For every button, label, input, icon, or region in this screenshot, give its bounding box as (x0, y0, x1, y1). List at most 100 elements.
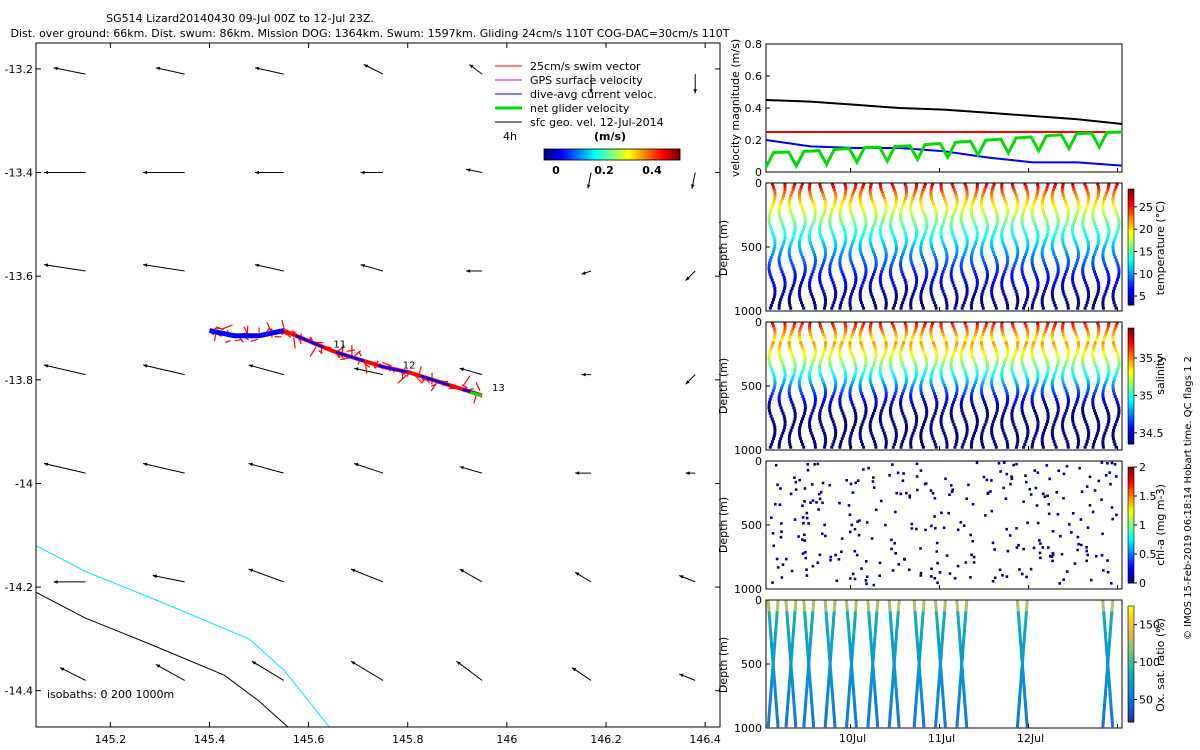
temperature-sample (1004, 267, 1008, 271)
salinity-sample (942, 383, 946, 387)
salinity-sample (863, 414, 867, 418)
salinity-sample (1010, 417, 1014, 421)
swim-vector (266, 322, 272, 332)
salinity-sample (1041, 434, 1045, 438)
temperature-sample (996, 216, 1000, 220)
salinity-sample (1094, 338, 1098, 342)
temperature-sample (1033, 247, 1037, 251)
oxygen-sample (811, 604, 815, 608)
salinity-sample (1052, 344, 1056, 348)
salinity-sample (949, 361, 953, 365)
temperature-sample (1030, 208, 1034, 212)
chl-colorbar-cell (1128, 546, 1134, 550)
salinity-sample (878, 321, 882, 325)
temperature-sample (992, 301, 996, 305)
oxygen-sample (770, 680, 774, 684)
oxygen-sample (823, 721, 827, 725)
chl-sample (776, 483, 779, 487)
salinity-sample (791, 355, 795, 359)
temperature-sample (789, 306, 793, 310)
salinity-sample (959, 355, 963, 359)
temperature-sample (949, 275, 953, 279)
temperature-sample (1040, 202, 1044, 206)
temperature-sample (884, 210, 888, 214)
temperature-sample (931, 278, 935, 282)
salinity-sample (909, 392, 913, 396)
salinity-sample (1106, 327, 1110, 331)
temperature-sample (975, 239, 978, 243)
oxygen-sample (893, 678, 897, 682)
temperature-sample (889, 219, 893, 223)
salinity-sample (850, 352, 854, 356)
salinity-sample (920, 330, 924, 334)
salinity-sample (1042, 333, 1046, 336)
temperature-sample (828, 216, 832, 220)
temperature-sample (1040, 253, 1044, 257)
salinity-sample (783, 420, 787, 424)
temperature-sample (768, 210, 772, 214)
salinity-sample (830, 349, 833, 353)
salinity-sample (1105, 378, 1109, 382)
oxygen-sample (895, 696, 899, 700)
temperature-sample (870, 295, 874, 299)
temperature-sample (789, 210, 793, 214)
salinity-sample (1026, 378, 1030, 382)
temperature-sample (870, 247, 874, 251)
oxygen-sample (832, 710, 836, 714)
salinity-sample (858, 383, 862, 387)
chl-colorbar-cell (1128, 530, 1134, 533)
oxygen-sample (913, 712, 917, 716)
temperature-sample (844, 284, 848, 288)
temperature-sample (905, 287, 908, 290)
temperature-sample (841, 225, 845, 228)
temperature-colorbar-cell (1128, 301, 1134, 304)
salinity-sample (1036, 330, 1040, 334)
temperature-sample (964, 295, 968, 299)
temperature-sample (1024, 281, 1028, 285)
oxygen-sample (896, 708, 900, 712)
chl-colorbar-cell (1128, 568, 1134, 571)
salinity-colorbar-cell (1128, 387, 1134, 391)
oxygen-sample (888, 609, 892, 612)
temperature-sample (1011, 185, 1015, 189)
temperature-sample (1106, 185, 1110, 189)
temperature-sample (773, 196, 777, 200)
salinity-sample (1046, 369, 1050, 373)
temperature-sample (1066, 213, 1070, 217)
salinity-sample (862, 445, 866, 449)
chl-colorbar-cell (1128, 496, 1134, 499)
oxygen-sample (851, 675, 854, 679)
chl-sample (1025, 480, 1028, 484)
salinity-sample (910, 400, 914, 404)
salinity-sample (768, 445, 772, 449)
oxygen-sample (888, 613, 892, 617)
oxygen-sample (811, 609, 815, 612)
oxygen-sample (811, 613, 814, 617)
temperature-sample (810, 225, 814, 228)
temperature-sample (1041, 292, 1045, 296)
salinity-sample (1045, 409, 1049, 413)
salinity-sample (945, 395, 949, 398)
salinity-sample (838, 355, 842, 359)
legend-colorbar-cell (646, 149, 649, 160)
temperature-sample (1076, 247, 1080, 251)
chl-sample (805, 568, 808, 571)
salinity-sample (1000, 426, 1004, 429)
salinity-sample (1111, 383, 1115, 387)
temperature-sample (892, 284, 896, 288)
salinity-sample (840, 389, 844, 393)
temperature-sample (919, 295, 923, 299)
oxygen-sample (888, 712, 892, 716)
sfc-vector (571, 667, 592, 681)
salinity-sample (1051, 386, 1055, 390)
salinity-sample (972, 335, 976, 339)
salinity-sample (1112, 428, 1115, 432)
salinity-sample (852, 358, 856, 362)
salinity-sample (1073, 378, 1077, 382)
salinity-sample (833, 338, 837, 342)
temperature-sample (820, 216, 824, 220)
temperature-sample (842, 227, 846, 231)
salinity-colorbar-cell (1128, 396, 1134, 400)
salinity-sample (963, 389, 967, 393)
temperature-sample (1056, 225, 1060, 228)
